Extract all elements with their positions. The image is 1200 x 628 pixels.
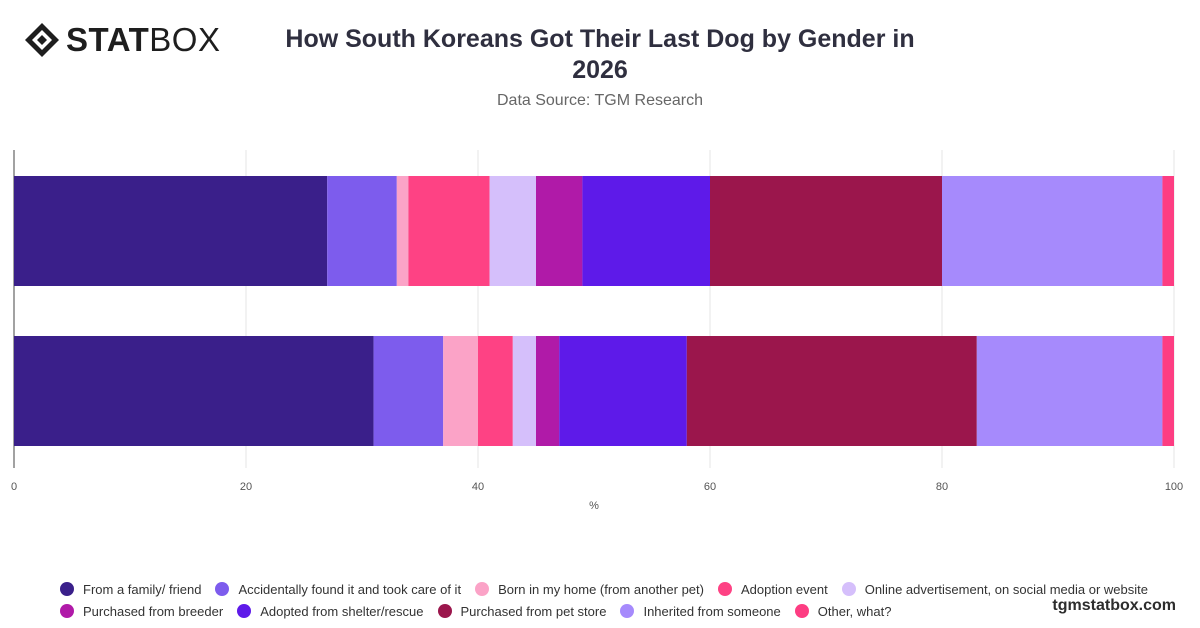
bar-segment [14, 176, 328, 286]
x-tick-label: 60 [704, 481, 716, 493]
legend-item[interactable]: Accidentally found it and took care of i… [215, 580, 461, 598]
x-tick-label: 20 [240, 481, 252, 493]
legend-swatch-icon [60, 604, 74, 618]
bar-segment [976, 336, 1163, 446]
stacked-bar-chart: 0 20 40 60 80 100% [11, 150, 1183, 512]
x-tick-label: 40 [472, 481, 484, 493]
legend-item[interactable]: Other, what? [794, 602, 892, 620]
legend-swatch-icon [437, 604, 452, 618]
bar-segment [582, 176, 710, 286]
legend-swatch-icon [237, 604, 252, 618]
x-tick-label: 100 [1165, 481, 1183, 493]
bar-segment [408, 176, 490, 286]
chart-subtitle: Data Source: TGM Research [496, 92, 703, 109]
legend-label: Adopted from shelter/rescue [260, 603, 424, 619]
bar-segment [327, 176, 397, 286]
logo-text-bold: STAT [66, 21, 150, 58]
legend-label: Purchased from pet store [460, 603, 607, 619]
legend-label: Online advertisement, on social media or… [864, 581, 1148, 597]
legend-swatch-icon [60, 582, 74, 596]
bar-segment [559, 336, 687, 446]
legend-label: Inherited from someone [643, 603, 781, 619]
legend-label: Accidentally found it and took care of i… [238, 581, 462, 597]
bar-segment [942, 176, 1163, 286]
logo: STATBOX [24, 22, 220, 58]
logo-text: STATBOX [66, 22, 220, 58]
x-tick-label: 0 [11, 481, 17, 493]
legend-item[interactable]: Purchased from pet store [437, 602, 607, 620]
chart-legend: From a family/ friend Accidentally found … [60, 580, 1180, 620]
bar-segment [686, 336, 977, 446]
brand-url: tgmstatbox.com [1052, 597, 1176, 614]
legend-swatch-icon [215, 582, 230, 596]
logo-text-light: BOX [149, 21, 221, 58]
legend-item[interactable]: Online advertisement, on social media or… [841, 580, 1148, 598]
legend-swatch-icon [794, 604, 809, 618]
legend-item[interactable]: Born in my home (from another pet) [475, 580, 704, 598]
bar-segment [1162, 176, 1174, 286]
legend-item[interactable]: Inherited from someone [620, 602, 781, 620]
legend-swatch-icon [841, 582, 856, 596]
legend-label: Other, what? [817, 603, 892, 619]
legend-item[interactable]: Adopted from shelter/rescue [237, 602, 424, 620]
statbox-diamond-icon [25, 23, 59, 57]
bar-segment [489, 176, 536, 286]
legend-item[interactable]: From a family/ friend [60, 580, 201, 598]
bar-segment [373, 336, 444, 446]
bar-segment [14, 336, 374, 446]
legend-label: Purchased from breeder [83, 603, 224, 619]
bar-segment [1162, 336, 1174, 446]
bar-segment [536, 176, 583, 286]
bar-segment [478, 336, 513, 446]
bar-segment [536, 336, 560, 446]
bar-segment [443, 336, 478, 446]
x-tick-label: 80 [936, 481, 948, 493]
legend-item[interactable]: Purchased from breeder [60, 602, 223, 620]
legend-swatch-icon [717, 582, 732, 596]
legend-swatch-icon [620, 604, 635, 618]
bar-segment [512, 336, 536, 446]
bar-segment [710, 176, 942, 286]
x-axis-label: % [589, 500, 599, 512]
legend-label: Born in my home (from another pet) [498, 581, 704, 597]
legend-label: From a family/ friend [83, 581, 202, 597]
legend-item[interactable]: Adoption event [717, 580, 828, 598]
chart-title: How South Koreans Got Their Last Dog by … [285, 25, 915, 84]
legend-swatch-icon [475, 582, 490, 596]
legend-label: Adoption event [740, 581, 828, 597]
bar-segment [396, 176, 409, 286]
